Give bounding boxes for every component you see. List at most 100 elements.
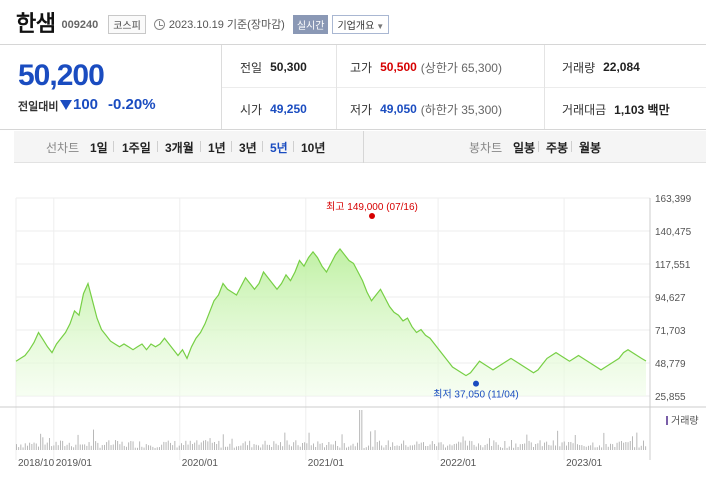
volume-bar [220,447,222,450]
volume-bar [198,444,200,450]
volume-bar [183,445,185,450]
volume-bar [414,444,416,450]
stat-value: 1,103 백만 [614,102,670,117]
volume-bar [137,447,138,450]
tab-candle-weekly[interactable]: 주봉 [546,141,569,155]
tab-period-3m[interactable]: 3개월 [165,141,194,155]
y-tick-label: 71,703 [655,326,686,337]
volume-bar [33,442,35,450]
volume-bar [594,447,596,450]
volume-bar [269,444,270,450]
tab-separator [231,141,232,152]
volume-bar [205,440,207,450]
volume-bar [429,444,431,450]
volume-bar [154,448,156,450]
volume-bar [216,444,218,450]
volume-bar [533,447,534,450]
volume-bar [515,443,517,450]
volume-bar [75,444,77,450]
volume-bar [93,429,94,450]
tab-period-1w[interactable]: 1주일 [122,141,151,155]
volume-bar [427,446,429,450]
stat-value: 49,250 [270,102,307,116]
volume-bar [297,445,299,450]
volume-bar [425,446,427,450]
volume-bar [482,447,484,450]
volume-bar [528,440,530,450]
volume-bar [218,440,220,450]
volume-bar [38,446,39,450]
tab-period-5y[interactable]: 5년 [270,141,288,155]
volume-bar [638,447,640,450]
stats-divider [222,87,706,88]
volume-bar [590,445,592,450]
volume-bar [379,440,380,450]
tab-period-1d[interactable]: 1일 [90,141,108,155]
volume-bar [335,440,336,450]
volume-bar [196,440,198,450]
volume-bar [561,442,563,450]
volume-bar [328,442,330,450]
chart-tabs: 선차트 1일 1주일 3개월 1년 3년 5년 10년 봉차트 일봉 주봉 월봉 [14,131,706,163]
volume-bar [504,441,506,450]
realtime-button[interactable]: 실시간 [292,14,329,34]
tab-period-10y[interactable]: 10년 [301,141,326,155]
volume-bar [165,442,167,450]
y-tick-label: 117,551 [655,260,691,271]
chevron-down-icon: ▼ [376,21,385,31]
tab-candle-daily[interactable]: 일봉 [513,141,536,155]
volume-bar [306,443,308,450]
volume-bar [603,432,605,450]
volume-bar [522,444,523,450]
volume-bar [119,444,121,450]
volume-bar [299,446,301,450]
volume-bar [139,441,141,450]
volume-bar [559,446,561,450]
volume-bar [451,445,453,450]
corp-info-dropdown[interactable]: 기업개요 ▼ [332,14,390,34]
volume-bar [535,444,537,450]
volume-bar [152,446,154,450]
tab-period-1y[interactable]: 1년 [208,141,226,155]
volume-legend-swatch [666,416,668,425]
volume-bar [104,444,105,450]
volume-bar [214,442,215,450]
volume-bar [192,444,193,450]
volume-bar [112,444,114,450]
volume-bar [60,440,61,450]
volume-bar [526,434,528,450]
volume-bar [106,442,108,450]
tab-period-3y[interactable]: 3년 [239,141,257,155]
volume-bar [126,446,127,450]
volume-bar [326,445,328,450]
volume-bar [185,440,187,450]
volume-bar [447,445,449,450]
volume-bar [572,443,574,450]
stat-low: 저가 49,050 (하한가 35,300) [350,99,502,119]
volume-bar [238,446,240,450]
volume-bar [493,440,495,450]
volume-bar [277,445,279,450]
volume-bar [167,440,169,450]
change-percent: -0.20% [108,96,156,113]
volume-bar [319,443,321,450]
volume-bar [229,443,231,450]
volume-bar [211,442,213,450]
price-chart[interactable]: 163,399 140,475 117,551 94,627 71,703 48,779 2… [0,190,706,481]
volume-bar [172,445,174,450]
prev-change-label: 전일대비 [18,101,59,113]
volume-bar [156,447,158,450]
volume-bar [588,445,589,450]
volume-bar [90,445,92,450]
y-tick-label: 94,627 [655,293,686,304]
volume-bar [480,445,482,450]
volume-bar [610,443,611,450]
volume-bar [22,447,24,450]
volume-bar [46,442,48,450]
tab-separator [113,141,114,152]
volume-bar [552,440,554,450]
volume-bar [95,441,97,450]
volume-bar [392,442,394,450]
volume-bar [130,441,132,450]
tab-candle-monthly[interactable]: 월봉 [579,141,602,155]
